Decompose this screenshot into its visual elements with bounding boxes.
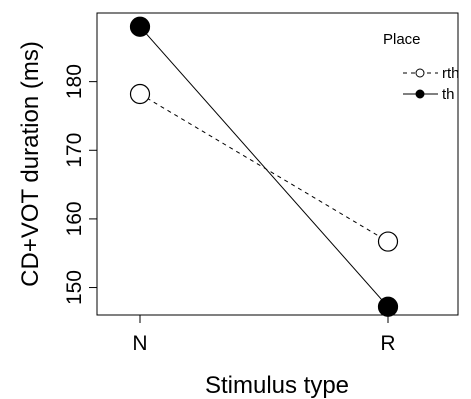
x-axis-title: Stimulus type xyxy=(205,372,349,399)
plot-frame xyxy=(96,12,459,316)
legend-items: rth th xyxy=(403,65,460,103)
legend: Place rth th xyxy=(383,31,460,103)
data-point-rth xyxy=(129,83,151,105)
legend-label-rth: rth xyxy=(442,65,460,82)
legend-label-th: th xyxy=(442,86,455,103)
y-axis: 150 160 170 180 xyxy=(63,64,97,305)
x-tick-label: R xyxy=(380,332,395,355)
data-point-rth xyxy=(377,231,399,252)
y-tick-label: 180 xyxy=(63,64,86,99)
legend-marker-rth xyxy=(415,68,425,78)
data-point-th xyxy=(377,296,399,317)
y-tick-label: 170 xyxy=(63,133,86,168)
y-tick-label: 150 xyxy=(63,270,86,305)
y-tick-label: 160 xyxy=(63,201,86,236)
legend-marker-th xyxy=(415,89,425,99)
legend-title: Place xyxy=(383,31,421,48)
series-layer xyxy=(129,16,399,317)
y-axis-title: CD+VOT duration (ms) xyxy=(17,41,44,287)
data-point-th xyxy=(129,16,151,37)
series-line-rth xyxy=(139,93,389,242)
x-tick-label: N xyxy=(132,332,147,355)
series-line-th xyxy=(139,26,389,308)
